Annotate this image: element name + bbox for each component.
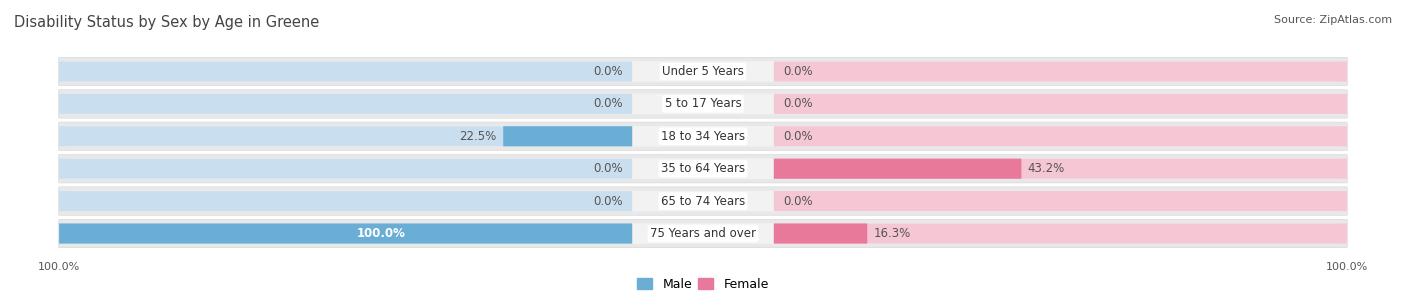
FancyBboxPatch shape xyxy=(773,159,1021,179)
Text: Source: ZipAtlas.com: Source: ZipAtlas.com xyxy=(1274,15,1392,25)
Text: 18 to 34 Years: 18 to 34 Years xyxy=(661,130,745,143)
FancyBboxPatch shape xyxy=(503,126,633,146)
FancyBboxPatch shape xyxy=(59,126,633,146)
FancyBboxPatch shape xyxy=(59,224,633,244)
FancyBboxPatch shape xyxy=(59,159,633,179)
FancyBboxPatch shape xyxy=(59,122,1347,151)
FancyBboxPatch shape xyxy=(59,219,1347,248)
FancyBboxPatch shape xyxy=(66,94,1340,114)
Text: 16.3%: 16.3% xyxy=(873,227,911,240)
FancyBboxPatch shape xyxy=(59,154,1347,183)
Text: 0.0%: 0.0% xyxy=(593,162,623,175)
Text: 43.2%: 43.2% xyxy=(1028,162,1066,175)
FancyBboxPatch shape xyxy=(59,57,1347,86)
FancyBboxPatch shape xyxy=(66,223,1340,244)
FancyBboxPatch shape xyxy=(66,61,1340,82)
Text: 0.0%: 0.0% xyxy=(783,65,813,78)
FancyBboxPatch shape xyxy=(773,61,1347,81)
Text: 5 to 17 Years: 5 to 17 Years xyxy=(665,97,741,110)
Text: Disability Status by Sex by Age in Greene: Disability Status by Sex by Age in Green… xyxy=(14,15,319,30)
FancyBboxPatch shape xyxy=(773,191,1347,211)
Text: 0.0%: 0.0% xyxy=(783,195,813,208)
Text: 0.0%: 0.0% xyxy=(783,130,813,143)
FancyBboxPatch shape xyxy=(66,158,1340,179)
Text: 100.0%: 100.0% xyxy=(357,227,405,240)
FancyBboxPatch shape xyxy=(66,126,1340,147)
Text: 22.5%: 22.5% xyxy=(460,130,496,143)
Text: Under 5 Years: Under 5 Years xyxy=(662,65,744,78)
FancyBboxPatch shape xyxy=(59,191,633,211)
Text: 0.0%: 0.0% xyxy=(593,97,623,110)
FancyBboxPatch shape xyxy=(59,94,633,114)
FancyBboxPatch shape xyxy=(773,159,1347,179)
Text: 65 to 74 Years: 65 to 74 Years xyxy=(661,195,745,208)
FancyBboxPatch shape xyxy=(59,61,633,81)
FancyBboxPatch shape xyxy=(773,224,1347,244)
Text: 0.0%: 0.0% xyxy=(593,195,623,208)
FancyBboxPatch shape xyxy=(59,224,633,244)
Text: 35 to 64 Years: 35 to 64 Years xyxy=(661,162,745,175)
FancyBboxPatch shape xyxy=(59,90,1347,118)
FancyBboxPatch shape xyxy=(773,224,868,244)
FancyBboxPatch shape xyxy=(66,191,1340,211)
FancyBboxPatch shape xyxy=(773,126,1347,146)
FancyBboxPatch shape xyxy=(59,187,1347,215)
FancyBboxPatch shape xyxy=(773,94,1347,114)
Legend: Male, Female: Male, Female xyxy=(633,273,773,296)
Text: 0.0%: 0.0% xyxy=(783,97,813,110)
Text: 75 Years and over: 75 Years and over xyxy=(650,227,756,240)
Text: 0.0%: 0.0% xyxy=(593,65,623,78)
